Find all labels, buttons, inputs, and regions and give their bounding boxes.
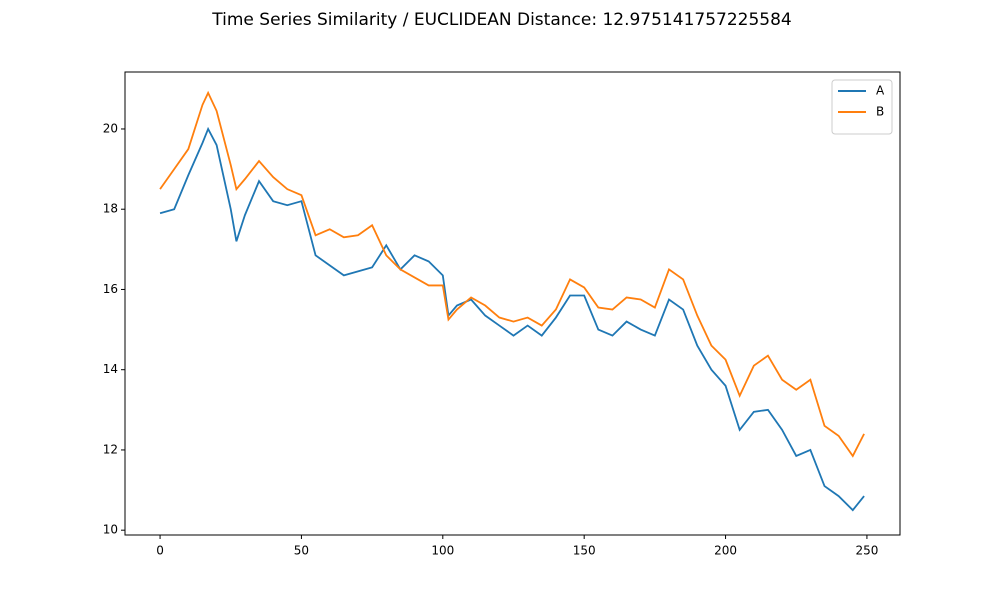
y-tick-label: 20 — [103, 121, 118, 135]
x-tick-label: 0 — [156, 544, 164, 558]
legend: AB — [831, 79, 893, 135]
y-tick-label: 18 — [103, 202, 118, 216]
x-tick-label: 200 — [714, 544, 737, 558]
x-tick-label: 50 — [294, 544, 309, 558]
y-tick-label: 14 — [103, 362, 118, 376]
series-line — [159, 126, 865, 512]
chart-title: Time Series Similarity / EUCLIDEAN Dista… — [211, 10, 791, 30]
plot-frame — [124, 71, 901, 536]
x-tick-label: 250 — [855, 544, 878, 558]
y-tick-label: 12 — [103, 442, 118, 456]
x-tick-label: 100 — [431, 544, 454, 558]
x-tick-label: 150 — [573, 544, 596, 558]
series-line — [159, 90, 865, 458]
legend-box — [831, 79, 893, 135]
legend-label: B — [876, 105, 884, 119]
y-tick-label: 16 — [103, 282, 118, 296]
y-tick-label: 10 — [103, 523, 118, 537]
legend-label: A — [876, 84, 885, 98]
